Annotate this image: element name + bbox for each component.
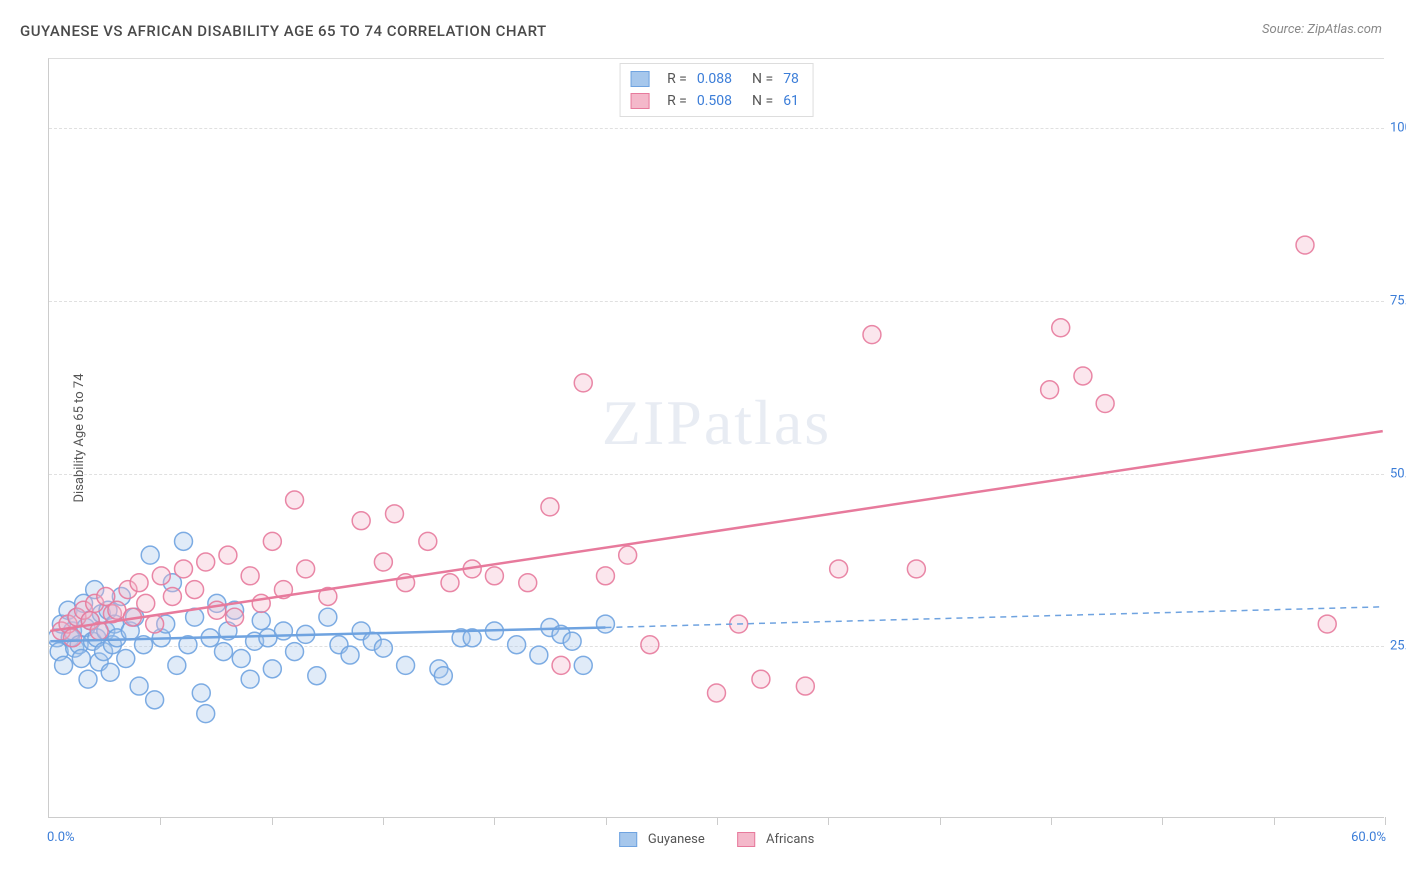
stats-row-guyanese: R =0.088 N =78 [630,68,799,90]
source-label: Source: ZipAtlas.com [1262,22,1382,37]
y-tick-label: 50.0% [1390,466,1406,481]
legend-label-africans: Africans [766,832,814,847]
chart-title: GUYANESE VS AFRICAN DISABILITY AGE 65 TO… [20,22,547,40]
scatter-svg [49,59,1384,817]
series-legend: Guyanese Africans [619,832,815,847]
x-axis-start-label: 0.0% [47,830,75,845]
y-tick-label: 25.0% [1390,639,1406,654]
stats-legend: R =0.088 N =78 R =0.508 N =61 [619,63,814,117]
legend-label-guyanese: Guyanese [648,832,705,847]
swatch-africans [630,93,649,109]
legend-item-africans: Africans [737,832,815,847]
legend-swatch-guyanese [619,832,637,847]
y-tick-label: 75.0% [1390,293,1406,308]
legend-item-guyanese: Guyanese [619,832,705,847]
stats-row-africans: R =0.508 N =61 [630,90,799,112]
y-tick-label: 100.0% [1390,121,1406,136]
swatch-guyanese [630,71,649,87]
watermark: ZIPatlas [602,386,831,460]
plot-area: Disability Age 65 to 74 25.0%50.0%75.0%1… [48,58,1384,818]
y-axis-title: Disability Age 65 to 74 [72,374,87,503]
legend-swatch-africans [737,832,755,847]
x-axis-end-label: 60.0% [1351,830,1386,845]
